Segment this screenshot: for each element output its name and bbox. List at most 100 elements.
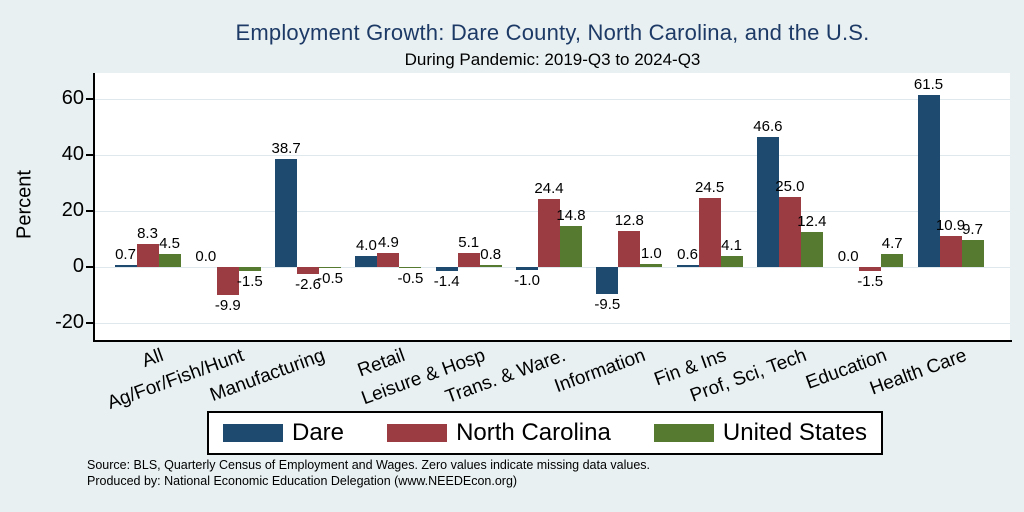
bar-value-label-dare-4: -1.4 [433,272,460,290]
bar-dare-3 [355,255,378,267]
y-axis-tick-label-0: 0 [72,255,84,277]
bar-united-states-6 [640,264,663,267]
chart-subtitle: During Pandemic: 2019-Q3 to 2024-Q3 [404,50,701,69]
bar-dare-7 [676,265,699,267]
legend-label-north-carolina: North Carolina [456,419,611,446]
produced-by-note: Produced by: National Economic Education… [87,473,518,488]
bar-value-label-dare-10: 61.5 [913,75,944,93]
bar-value-label-dare-3: 4.0 [355,236,377,254]
footer-notes: Source: BLS, Quarterly Census of Employm… [87,458,650,489]
bar-value-label-united-states-8: 12.4 [797,213,827,231]
bar-dare-4 [435,267,458,271]
legend-item-dare: Dare [223,419,344,447]
y-axis-tick-label-60: 60 [61,87,84,109]
bar-united-states-10 [961,239,984,267]
bar-north-carolina-1 [216,267,239,295]
bar-north-carolina-5 [538,198,560,267]
bar-north-carolina-10 [939,236,962,267]
gridline-0 [95,266,1010,268]
bar-north-carolina-6 [618,231,641,267]
x-category-label-6: Information [551,345,649,398]
x-category-label-0: All [139,345,167,372]
bar-north-carolina-3 [377,253,400,267]
bar-north-carolina-0 [136,243,159,267]
bar-value-label-north-carolina-9: -1.5 [857,273,884,291]
bar-value-label-dare-1: 0.0 [195,248,217,265]
bar-united-states-1 [238,267,261,272]
bar-dare-10 [917,94,940,267]
bar-united-states-7 [720,255,743,267]
y-axis-tick-40 [86,154,93,156]
bar-north-carolina-9 [859,267,882,272]
bar-united-states-3 [399,267,422,269]
bar-dare-5 [516,267,538,270]
gridline--20 [95,322,1010,324]
y-axis-tick-0 [86,266,93,268]
bar-north-carolina-2 [297,267,320,275]
bar-value-label-dare-5: -1.0 [514,271,540,289]
legend-item-united-states: United States [653,419,867,447]
bar-north-carolina-4 [457,252,480,267]
y-axis-tick-label-20: 20 [61,199,84,221]
legend-item-north-carolina: North Carolina [387,419,611,447]
bar-united-states-5 [560,225,582,267]
x-axis-labels: All Ag/For/Fish/Hunt Manufacturing Retail Le… [95,341,1010,414]
legend: Dare North Carolina United States [207,411,883,455]
bar-value-label-north-carolina-10: 10.9 [935,217,966,235]
bar-value-label-united-states-9: 4.7 [881,234,903,252]
bar-dare-2 [275,158,298,267]
gridline-60 [95,98,1010,100]
legend-label-dare: Dare [292,419,345,446]
bar-united-states-8 [800,232,823,267]
y-axis-line [93,73,95,342]
y-axis-tick-20 [86,210,93,212]
y-axis-tick--20 [86,322,93,324]
bar-value-label-united-states-7: 4.1 [721,236,743,254]
bar-value-label-united-states-6: 1.0 [640,245,662,263]
bar-value-label-dare-0: 0.7 [115,246,136,264]
bar-value-label-united-states-2: -0.5 [317,270,344,288]
legend-swatch-dare [223,424,283,442]
legend-swatch-north-carolina [387,424,448,442]
bar-dare-0 [114,265,137,267]
legend-swatch-united-states [653,424,714,442]
bar-value-label-dare-2: 38.7 [271,139,301,157]
bar-united-states-2 [319,267,342,269]
bar-value-label-north-carolina-0: 8.3 [137,224,158,242]
y-axis-tick-label-40: 40 [61,143,84,165]
bar-united-states-9 [881,253,904,267]
bar-value-label-dare-9: 0.0 [837,248,859,265]
bar-dare-8 [756,136,779,267]
bar-value-label-north-carolina-2: -2.6 [295,276,322,294]
plot-area: 0.7 0.0 38.7 4.0 -1.4 -1.0 -9.5 0.6 46.6 0.0 61.5 8… [86,73,1012,342]
bar-value-label-north-carolina-8: 25.0 [775,178,805,195]
bar-value-label-united-states-0: 4.5 [159,235,180,253]
bar-value-label-dare-8: 46.6 [753,117,783,135]
bar-value-label-north-carolina-4: 5.1 [458,233,480,251]
bar-value-label-north-carolina-5: 24.4 [534,179,564,197]
bar-value-label-united-states-3: -0.5 [397,270,424,288]
bar-value-label-north-carolina-3: 4.9 [377,234,399,252]
x-axis-line [93,340,1012,342]
legend-label-united-states: United States [722,419,867,446]
bar-value-label-dare-7: 0.6 [677,246,699,264]
bar-united-states-0 [158,254,181,267]
bar-north-carolina-7 [698,198,721,267]
bar-dare-6 [596,267,619,294]
bar-value-label-north-carolina-7: 24.5 [694,179,725,197]
source-note: Source: BLS, Quarterly Census of Employm… [87,458,651,472]
y-axis-tick-label--20: -20 [55,311,84,333]
y-axis-tick-60 [86,98,93,100]
y-axis-title: Percent [13,170,36,239]
bar-value-label-united-states-5: 14.8 [556,206,586,224]
bar-value-label-dare-6: -9.5 [594,295,621,313]
bar-value-label-north-carolina-1: -9.9 [214,296,241,314]
bar-north-carolina-8 [778,197,801,267]
bar-united-states-4 [479,264,502,267]
bar-value-label-united-states-10: 9.7 [962,220,983,238]
bar-value-label-united-states-1: -1.5 [236,273,263,291]
chart-title: Employment Growth: Dare County, North Ca… [235,20,870,45]
bar-value-label-united-states-4: 0.8 [480,245,502,263]
bar-value-label-north-carolina-6: 12.8 [614,212,644,230]
